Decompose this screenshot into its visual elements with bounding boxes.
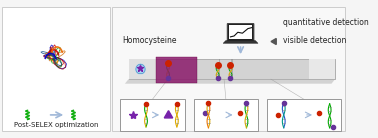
Polygon shape [136,64,145,74]
FancyBboxPatch shape [2,7,110,131]
FancyBboxPatch shape [112,7,345,131]
Bar [218,59,220,79]
Text: Homocysteine: Homocysteine [122,36,177,45]
FancyBboxPatch shape [129,59,335,79]
Bar [231,59,233,79]
FancyBboxPatch shape [267,99,341,131]
Polygon shape [223,41,258,43]
Text: quantitative detection: quantitative detection [283,18,369,27]
FancyBboxPatch shape [310,59,335,79]
Text: Post-SELEX optimization: Post-SELEX optimization [14,122,98,128]
FancyBboxPatch shape [229,25,252,39]
FancyBboxPatch shape [227,24,254,41]
FancyBboxPatch shape [129,59,156,79]
FancyBboxPatch shape [156,57,197,83]
FancyBboxPatch shape [194,99,258,131]
FancyBboxPatch shape [120,99,184,131]
Polygon shape [125,79,335,84]
Text: visible detection: visible detection [283,36,346,45]
